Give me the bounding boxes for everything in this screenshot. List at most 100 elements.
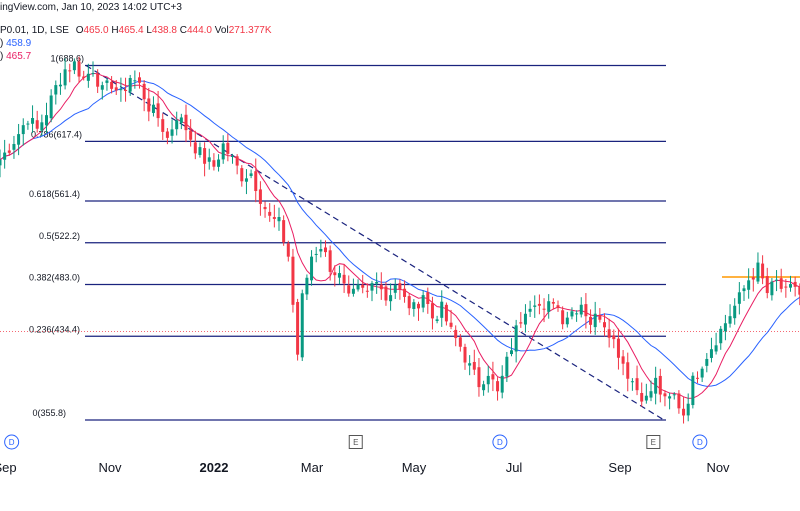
- candle-body: [235, 156, 239, 166]
- dividend-marker: D: [692, 434, 708, 450]
- moving-averages: [0, 72, 800, 399]
- volume-value: 271.377K: [228, 25, 272, 36]
- ma-slow-value: 458.9: [6, 38, 32, 49]
- candle-body: [370, 283, 374, 291]
- candle-body: [161, 119, 165, 132]
- symbol-ohlc-line: P0.01, 1D, LSE O465.0 H465.4 L438.8 C444…: [0, 25, 272, 36]
- candle-body: [477, 367, 481, 388]
- candle-body: [133, 80, 137, 82]
- ma-slow-legend[interactable]: ) 458.9: [0, 38, 31, 49]
- candle-body: [612, 335, 616, 340]
- candle-body: [733, 305, 737, 319]
- event-letter: D: [9, 438, 15, 447]
- event-letter: D: [497, 438, 503, 447]
- candle-body: [505, 356, 509, 377]
- candle-body: [403, 288, 407, 297]
- candle-body: [231, 156, 234, 158]
- candle-body: [440, 301, 444, 318]
- candle-body: [165, 131, 169, 138]
- candle-body: [654, 377, 658, 394]
- candle-body: [742, 288, 746, 292]
- dividend-circle: [492, 434, 508, 450]
- fib-label-0.236: 0.236(434.4): [29, 324, 80, 334]
- candle-body: [630, 381, 634, 383]
- candle-body: [147, 98, 151, 112]
- candle-body: [244, 178, 248, 182]
- candle-body: [17, 134, 21, 145]
- earnings-marker: E: [348, 435, 363, 449]
- candle-body: [616, 338, 620, 358]
- candle-body: [63, 69, 67, 86]
- candle-body: [272, 217, 276, 219]
- candle-body: [533, 305, 537, 307]
- earnings-square: [646, 435, 661, 449]
- candle-body: [389, 295, 393, 302]
- candle-body: [454, 329, 458, 339]
- candle-body: [21, 125, 25, 135]
- candle-body: [314, 253, 318, 255]
- x-tick-label: Sep: [0, 460, 17, 475]
- candle-body: [728, 316, 732, 324]
- candle-body: [468, 363, 472, 366]
- candle-body: [593, 313, 597, 328]
- candle-body: [635, 378, 639, 391]
- candle-body: [449, 322, 453, 327]
- fib-label-0: 0(355.8): [32, 408, 66, 418]
- candle-body: [458, 337, 462, 347]
- fib-label-0.786: 0.786(617.4): [31, 129, 82, 139]
- candle-body: [54, 85, 58, 95]
- x-tick-label: Mar: [301, 460, 324, 475]
- candle-body: [589, 316, 593, 325]
- candle-body: [207, 157, 211, 162]
- ma-fast-legend[interactable]: ) 465.7: [0, 51, 31, 62]
- candle-body: [49, 95, 53, 119]
- candle-body: [156, 103, 160, 119]
- candle-body: [770, 281, 774, 296]
- candle-body: [575, 313, 579, 315]
- candle-body: [296, 301, 300, 355]
- candle-body: [547, 301, 551, 312]
- candle-body: [3, 152, 7, 160]
- candle-body: [12, 143, 16, 150]
- candle-body: [226, 142, 230, 154]
- candle-body: [528, 308, 532, 312]
- trendline-layer[interactable]: [0, 64, 800, 421]
- candle-body: [519, 322, 523, 324]
- candle-body: [412, 302, 416, 309]
- candle-body: [333, 272, 337, 276]
- candle-body: [756, 262, 760, 282]
- candle-body: [189, 130, 193, 140]
- ma-slow-line: [0, 80, 800, 387]
- candle-body: [138, 77, 141, 83]
- x-tick-label: Sep: [608, 460, 631, 475]
- candle-body: [737, 292, 741, 304]
- candle-body: [151, 104, 155, 113]
- chart-source-line: ingView.com, Jan 10, 2023 14:02 UTC+3: [0, 2, 182, 13]
- ohlc-low: 438.8: [151, 25, 177, 36]
- candle-body: [198, 147, 202, 155]
- candle-body: [351, 288, 355, 294]
- candle-body: [0, 160, 2, 166]
- fibonacci-retracement[interactable]: 1(688.6) 0.786(617.4) 0.618(561.4) 0.5(522.…: [29, 54, 666, 421]
- dividend-circle: [4, 434, 20, 450]
- candle-body: [328, 250, 332, 272]
- candle-body: [672, 394, 676, 396]
- candle-body: [644, 395, 648, 401]
- candle-body: [110, 81, 114, 89]
- candle-body: [463, 346, 467, 363]
- ohlc-close: 444.0: [186, 25, 212, 36]
- candle-body: [793, 281, 797, 287]
- candle-body: [607, 329, 611, 338]
- candle-body: [217, 159, 221, 167]
- candle-body: [435, 319, 439, 322]
- candle-body: [761, 263, 765, 279]
- candle-body: [254, 171, 258, 192]
- candle-body: [105, 80, 109, 83]
- candle-body: [365, 290, 369, 292]
- candle-body: [551, 302, 555, 304]
- candle-body: [277, 217, 281, 222]
- candle-body: [170, 129, 174, 136]
- candle-body: [375, 282, 379, 284]
- candle-body: [393, 285, 397, 293]
